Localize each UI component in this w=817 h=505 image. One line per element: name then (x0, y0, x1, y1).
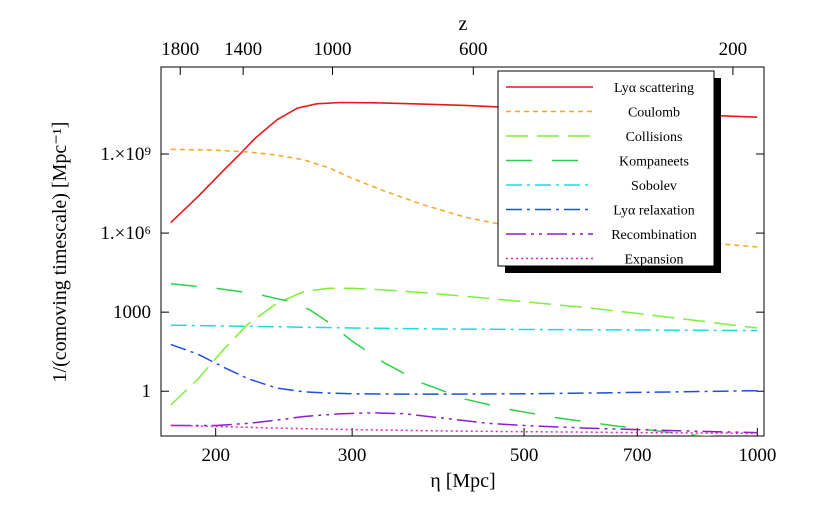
plot-frame (160, 66, 765, 437)
series-line-5 (170, 343, 758, 395)
top-tick-label: 1400 (224, 39, 262, 60)
legend-entries: Lyα scattering Coulomb Collisions Kompaneet… (506, 81, 697, 268)
x-axis: 200 300 500 700 1000 (201, 428, 776, 466)
y-axis-title: 1/(comoving timescale) [Mpc⁻¹] (49, 122, 71, 383)
top-tick-label: 1800 (161, 39, 199, 60)
series-line-6 (170, 412, 758, 434)
series-line-7 (170, 424, 758, 435)
series-line-2 (170, 287, 758, 406)
x-tick-label: 500 (510, 445, 539, 466)
x-tick-label: 300 (338, 445, 367, 466)
legend-label: Kompaneets (619, 155, 689, 170)
top-axis-title: z (459, 13, 468, 35)
top-tick-label: 200 (719, 39, 748, 60)
top-axis: 1800 1400 1000 600 200 (161, 39, 747, 75)
legend-label: Collisions (626, 130, 683, 145)
y-tick-label: 1.×10⁹ (100, 144, 151, 165)
legend-label: Lyα relaxation (613, 204, 695, 219)
series-line-3 (170, 282, 716, 436)
y-axis: 1.×10⁹ 1.×10⁶ 1000 1 (100, 144, 764, 402)
y-tick-label: 1.×10⁶ (100, 223, 151, 244)
x-axis-title: η [Mpc] (430, 470, 495, 492)
legend-label: Lyα scattering (614, 81, 694, 96)
top-tick-label: 600 (459, 39, 488, 60)
x-tick-label: 1000 (738, 445, 776, 466)
legend-label: Coulomb (628, 106, 680, 121)
legend: Lyα scattering Coulomb Collisions Kompaneet… (497, 70, 721, 273)
y-tick-label: 1000 (113, 302, 151, 323)
x-tick-label: 200 (201, 445, 230, 466)
legend-label: Expansion (624, 253, 683, 268)
series-line-4 (170, 324, 758, 332)
x-tick-label: 700 (623, 445, 652, 466)
legend-label: Recombination (611, 228, 697, 243)
y-tick-label: 1 (142, 381, 152, 402)
legend-label: Sobolev (631, 179, 677, 194)
top-tick-label: 1000 (314, 39, 352, 60)
